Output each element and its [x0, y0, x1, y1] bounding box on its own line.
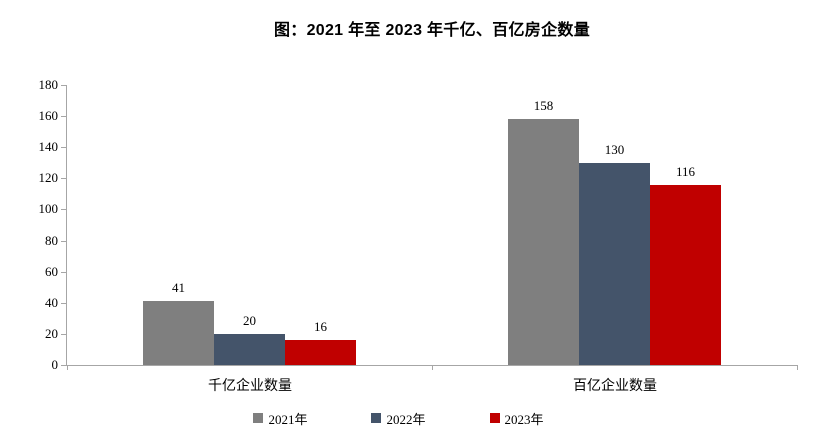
legend-label: 2021年 — [268, 411, 308, 427]
bar-g0-s0 — [143, 301, 214, 365]
chart-title: 图：2021 年至 2023 年千亿、百亿房企数量 — [273, 22, 591, 39]
value-label: 41 — [172, 280, 185, 295]
y-tick-mark — [61, 178, 67, 179]
y-tick-mark — [61, 272, 67, 273]
y-tick-mark — [61, 365, 67, 366]
legend-item-1: 2022年 — [371, 409, 426, 428]
y-tick-label: 100 — [38, 201, 59, 216]
y-tick-mark — [61, 334, 67, 335]
x-tick-mark — [797, 365, 798, 370]
y-tick-label: 60 — [45, 264, 58, 279]
category-label: 千亿企业数量 — [208, 379, 292, 394]
y-tick-mark — [61, 303, 67, 304]
legend-label: 2023年 — [504, 411, 544, 427]
y-tick-label: 40 — [45, 295, 58, 310]
value-label: 158 — [533, 98, 554, 113]
x-tick-mark — [67, 365, 68, 370]
legend-swatch-icon — [489, 413, 500, 423]
bar-g1-s2 — [650, 185, 721, 365]
x-tick-mark — [432, 365, 433, 370]
legend-swatch-icon — [371, 413, 382, 423]
category-label: 百亿企业数量 — [573, 379, 657, 394]
legend-swatch-icon — [253, 413, 264, 423]
y-tick-label: 180 — [38, 77, 59, 92]
y-tick-mark — [61, 85, 67, 86]
legend-item-0: 2021年 — [253, 409, 307, 428]
value-label: 16 — [314, 319, 327, 334]
bar-g1-s1 — [579, 163, 650, 365]
bar-g0-s2 — [285, 340, 356, 365]
y-tick-label: 0 — [51, 357, 59, 372]
legend: 2021年 2022年 2023年 — [0, 408, 797, 428]
y-tick-label: 80 — [45, 233, 58, 248]
bar-g0-s1 — [214, 334, 285, 365]
y-tick-mark — [61, 147, 67, 148]
y-tick-mark — [61, 116, 67, 117]
legend-label: 2022年 — [386, 411, 426, 427]
y-tick-label: 140 — [38, 139, 59, 154]
y-tick-mark — [61, 241, 67, 242]
value-label: 116 — [675, 164, 696, 179]
y-tick-mark — [61, 209, 67, 210]
legend-item-2: 2023年 — [489, 409, 544, 428]
bar-g1-s0 — [508, 119, 579, 365]
y-tick-label: 120 — [38, 170, 59, 185]
value-label: 20 — [243, 313, 256, 328]
y-tick-label: 20 — [45, 326, 58, 341]
y-tick-label: 160 — [38, 108, 59, 123]
value-label: 130 — [604, 142, 625, 157]
